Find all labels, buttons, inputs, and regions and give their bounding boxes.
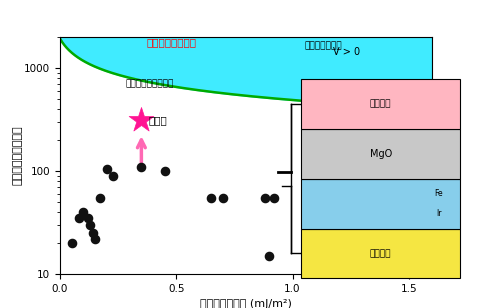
Text: 実用化ターゲット: 実用化ターゲット [146,37,196,47]
X-axis label: 垂直磁気異方性 (mJ/m²): 垂直磁気異方性 (mJ/m²) [200,299,292,308]
Point [91,236,99,241]
Point [265,253,273,258]
Bar [301,79,460,129]
Point [219,195,227,200]
Text: キャッシュメモリー: キャッシュメモリー [125,79,173,88]
Point [75,216,83,221]
Text: V > 0: V > 0 [333,47,360,57]
Point [84,216,92,221]
Point [89,231,96,236]
Text: 上部電極: 上部電極 [370,100,391,109]
Text: 本研究: 本研究 [148,116,167,125]
Text: Fe: Fe [434,189,443,198]
Point [109,173,117,178]
Bar [301,179,460,229]
Point [270,195,278,200]
Bar [301,129,460,179]
Text: メインメモリー: メインメモリー [304,41,342,50]
Point [96,195,103,200]
Point [261,195,268,200]
Bar [301,229,460,278]
Point [138,164,145,169]
Point [86,222,94,227]
Text: Ir: Ir [436,209,442,218]
Point [207,195,215,200]
Point [79,210,87,215]
Y-axis label: 電圧スピン制御効率: 電圧スピン制御効率 [13,126,23,185]
Point [68,241,75,245]
Text: 下部電極: 下部電極 [370,249,391,258]
Point [138,118,145,123]
Text: MgO: MgO [370,149,392,159]
Point [161,168,168,173]
Point [103,166,110,171]
